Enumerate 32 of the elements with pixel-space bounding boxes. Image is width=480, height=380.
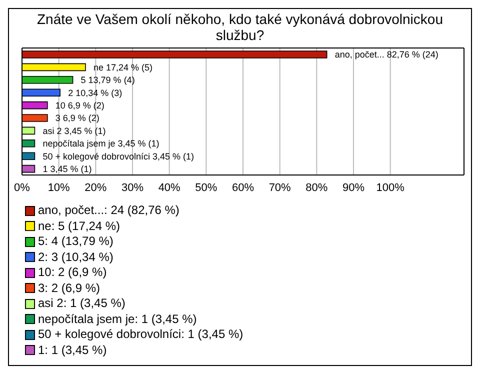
data-label: 5 13,79 % (4) bbox=[80, 75, 135, 86]
x-tick-label: 100% bbox=[376, 182, 405, 194]
legend-label: 2: 3 (10,34 %) bbox=[38, 250, 114, 265]
x-tick-label: 0% bbox=[14, 182, 30, 194]
x-tick-label: 30% bbox=[121, 182, 144, 194]
x-tick-label: 80% bbox=[306, 182, 328, 194]
data-label: 2 10,34 % (3) bbox=[68, 88, 122, 98]
data-label: 1 3,45 % (1) bbox=[42, 164, 92, 174]
legend-label: 5: 4 (13,79 %) bbox=[38, 234, 114, 250]
legend-label: ne: 5 (17,24 %) bbox=[38, 218, 120, 234]
legend-label: 10: 2 (6,9 %) bbox=[38, 265, 107, 280]
x-tick-label: 50% bbox=[195, 182, 218, 194]
data-label: nepočítala jsem je 3,45 % (1) bbox=[42, 138, 160, 149]
data-label: 3 6,9 % (2) bbox=[55, 113, 100, 124]
x-tick-label: 60% bbox=[232, 182, 254, 194]
x-tick-label: 20% bbox=[84, 182, 107, 194]
legend-label: nepočítala jsem je: 1 (3,45 %) bbox=[38, 312, 197, 327]
x-tick-label: 10% bbox=[48, 182, 70, 194]
x-tick-label: 70% bbox=[268, 182, 292, 194]
data-label: ano, počet... 82,76 % (24) bbox=[334, 50, 438, 60]
legend-label: 50 + kolegové dobrovolníci: 1 (3,45 %) bbox=[38, 327, 244, 342]
legend-label: ano, počet...: 24 (82,76 %) bbox=[38, 203, 180, 218]
x-tick-label: 40% bbox=[158, 182, 181, 194]
x-tick-label: 90% bbox=[342, 182, 365, 194]
legend-label: 1: 1 (3,45 %) bbox=[38, 342, 107, 358]
data-label: asi 2 3,45 % (1) bbox=[42, 126, 106, 136]
chart-title: Znáte ve Vašem okolí někoho, kdo také vykonává dobrovolnickou službu? bbox=[36, 11, 444, 43]
data-label: 50 + kolegové dobrovolníci 3,45 % (1) bbox=[42, 151, 194, 162]
data-label: 10 6,9 % (2) bbox=[55, 100, 104, 110]
legend-label: asi 2: 1 (3,45 %) bbox=[38, 296, 126, 312]
legend-label: 3: 2 (6,9 %) bbox=[38, 280, 100, 296]
data-label: ne 17,24 % (5) bbox=[94, 62, 153, 72]
